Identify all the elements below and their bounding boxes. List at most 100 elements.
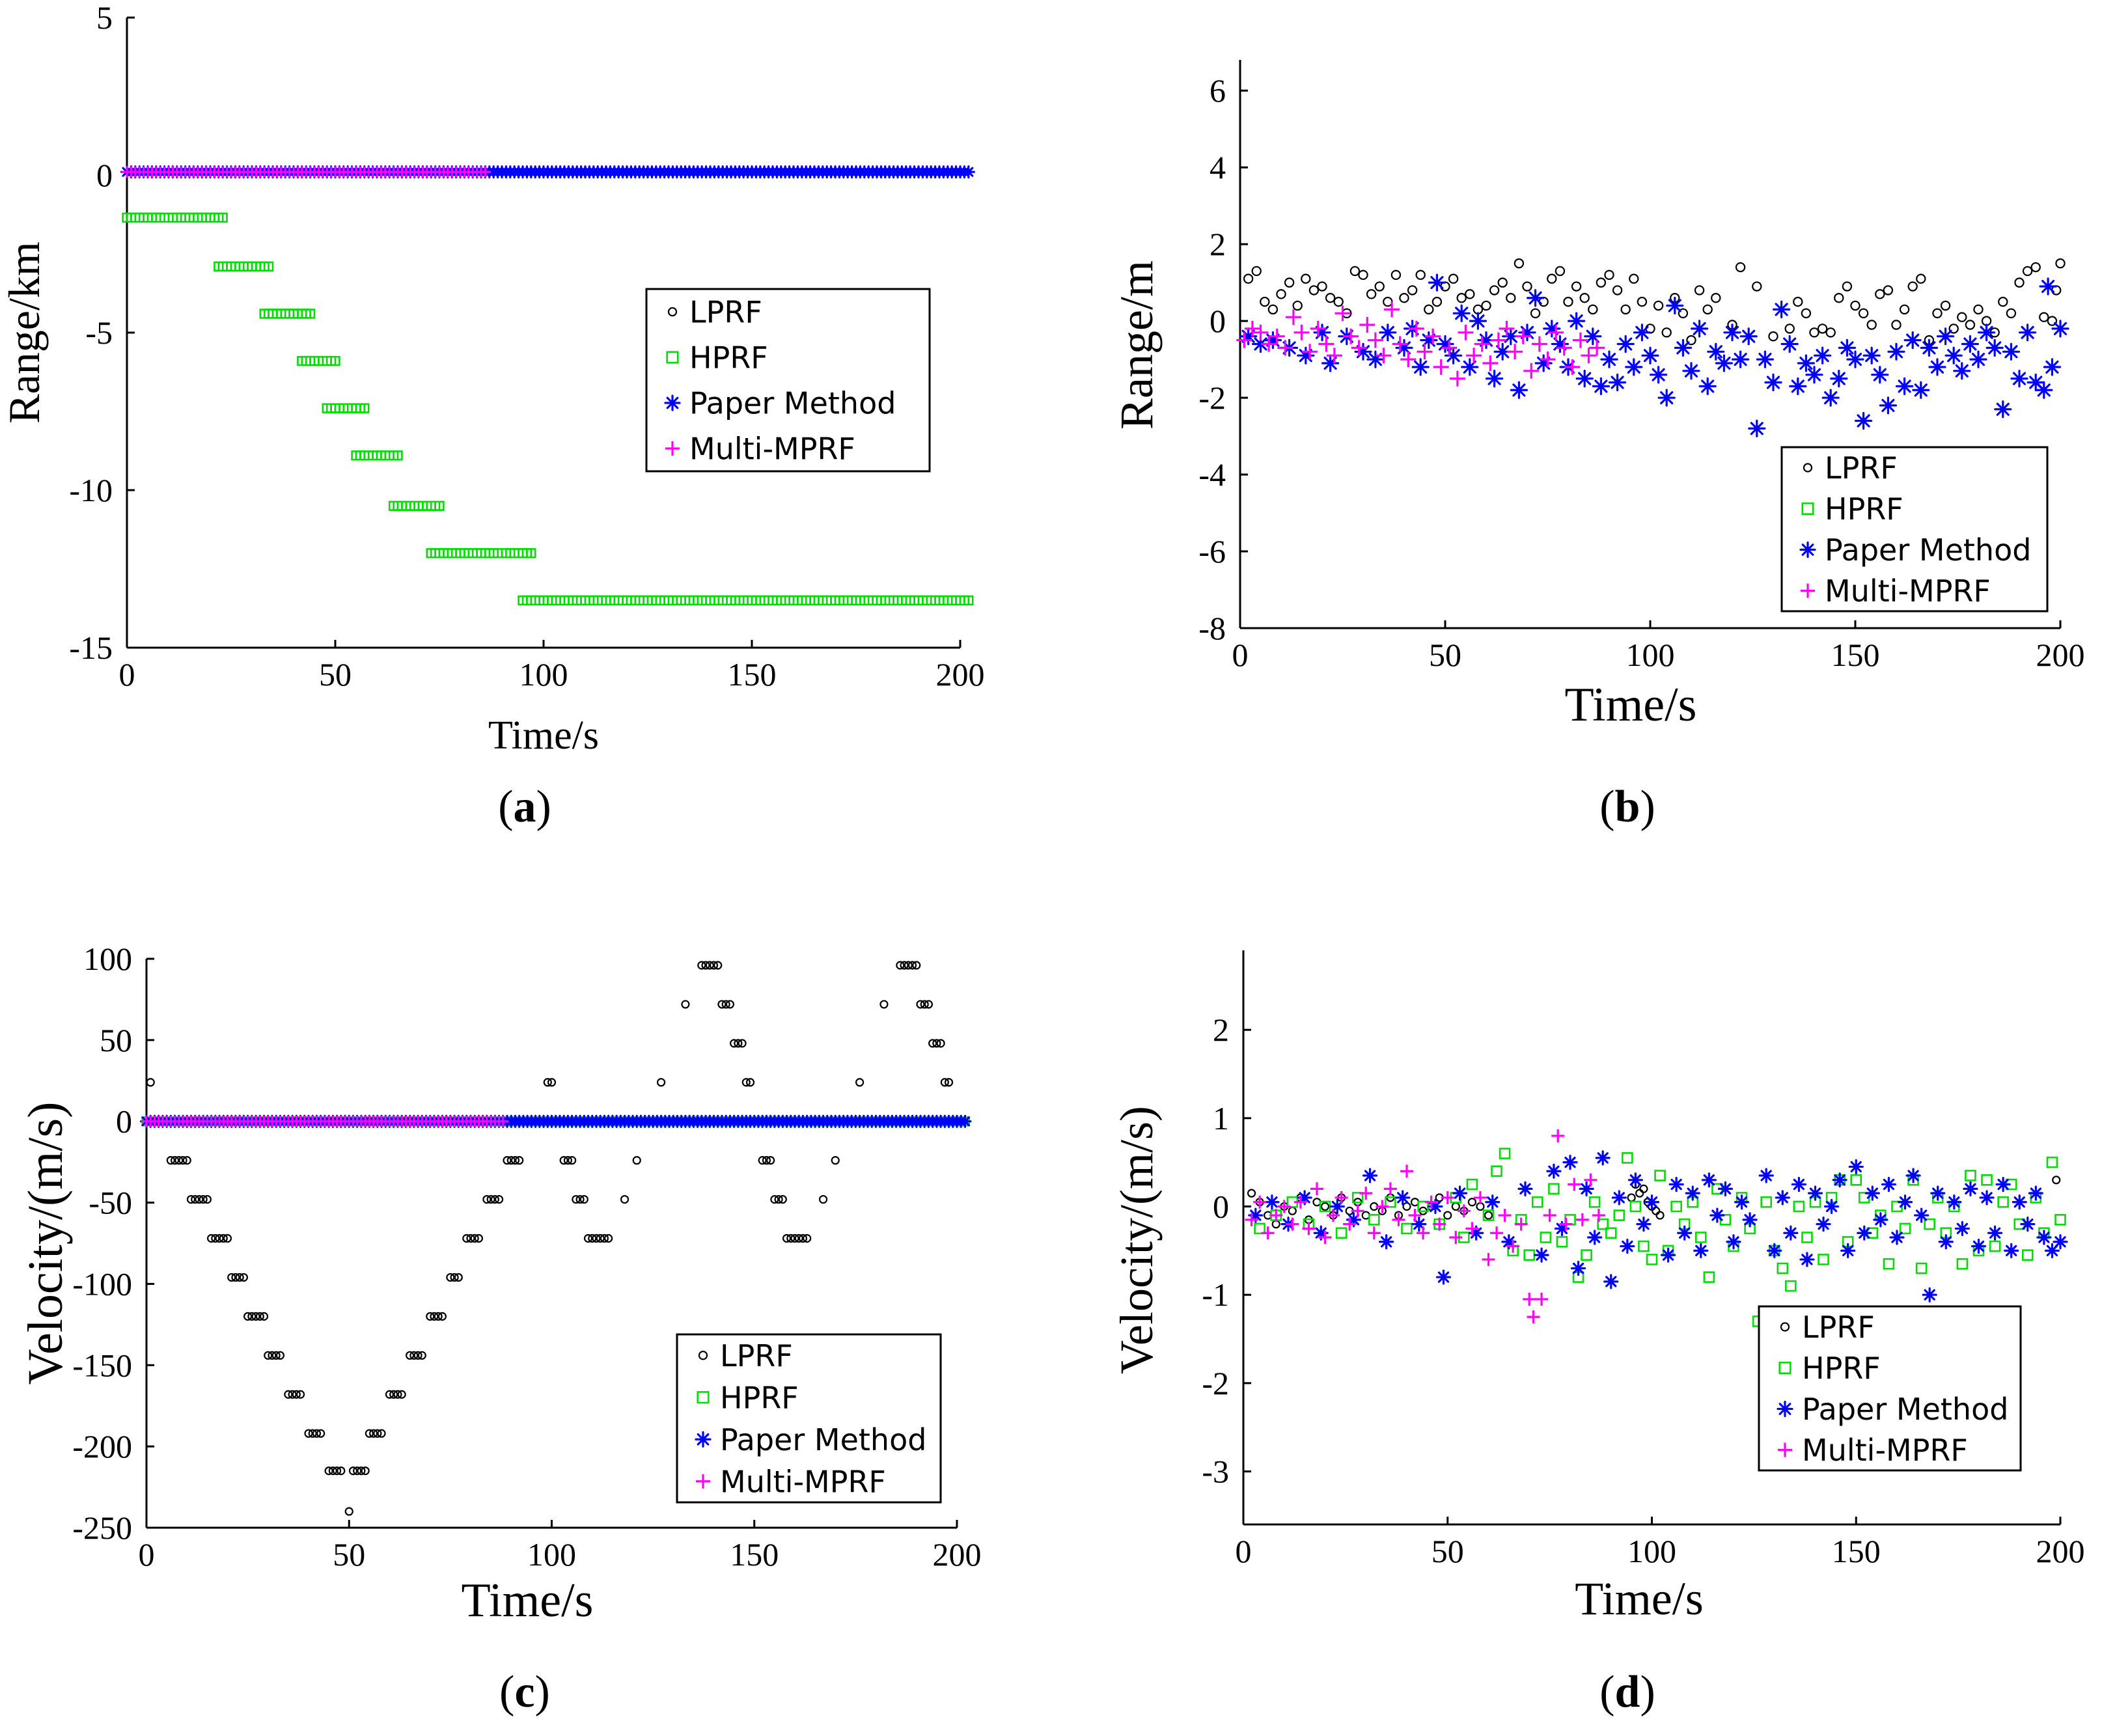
data-point-lprf (462, 1233, 471, 1243)
data-point-hprf (359, 403, 370, 413)
data-point-lprf (745, 1078, 755, 1087)
data-point-paper (1568, 312, 1586, 330)
y-tick-label: -2 (1202, 1365, 1229, 1401)
data-point-paper (1775, 1190, 1790, 1206)
data-point-lprf (337, 1467, 346, 1476)
data-point-lprf (831, 1156, 840, 1165)
data-point-paper (1707, 342, 1725, 361)
data-point-paper (1739, 327, 1758, 346)
data-point-lprf (924, 1000, 933, 1009)
data-point-hprf (2046, 1156, 2058, 1168)
data-point-paper (1709, 1207, 1725, 1223)
data-point-lprf (563, 1156, 573, 1165)
x-tick-label: 50 (1429, 637, 1461, 673)
plot-area (139, 961, 972, 1516)
panel-b: Time/s Range/m 0 50 100 150 2006420-2-4-6-8 … (1111, 60, 2085, 832)
data-point-lprf (170, 1156, 180, 1165)
data-point-paper (1636, 1217, 1652, 1232)
data-point-lprf (2052, 1176, 2061, 1185)
data-point-lprf (803, 1233, 812, 1243)
data-point-lprf (786, 1233, 795, 1243)
data-point-lprf (312, 1429, 322, 1438)
data-point-mmprf (1384, 301, 1400, 318)
data-point-lprf (944, 1078, 954, 1087)
data-point-lprf (1858, 308, 1869, 319)
data-point-hprf (434, 501, 445, 511)
legend-label-hprf: HPRF (1825, 491, 1903, 527)
data-point-paper (1297, 1190, 1312, 1206)
data-point-paper (1264, 331, 1282, 350)
data-point-lprf (709, 961, 719, 970)
data-point-mmprf (1376, 348, 1392, 364)
data-point-lprf (486, 1194, 495, 1204)
legend-item-paper: Paper Method (664, 386, 896, 421)
data-point-lprf (247, 1312, 256, 1321)
data-point-paper (1961, 335, 1979, 353)
x-tick-label: 150 (1831, 637, 1880, 673)
data-point-paper (1452, 1185, 1468, 1201)
legend-label-lprf: LPRF (720, 1338, 793, 1373)
legend-marker-lprf (1803, 463, 1813, 473)
data-point-mmprf (1584, 1173, 1597, 1187)
data-point-paper (1767, 1243, 1782, 1258)
data-point-lprf (940, 1078, 949, 1087)
legend-box (676, 1333, 942, 1504)
data-point-lprf (1451, 1202, 1460, 1211)
data-point-hprf (1956, 1258, 1969, 1270)
data-point-paper (1428, 273, 1446, 292)
data-point-hprf (1850, 1174, 1862, 1186)
data-point-lprf (2014, 277, 2025, 288)
data-point-paper (1616, 335, 1635, 353)
legend-marker-mmprf (1778, 1442, 1792, 1457)
data-point-paper (1944, 346, 1963, 365)
legend-marker-paper (695, 1431, 712, 1448)
data-point-lprf (1907, 281, 1918, 292)
data-point-lprf (296, 1390, 305, 1399)
legend: LPRF HPRF Paper Method Multi-MPRF (1758, 1305, 2022, 1472)
data-point-lprf (1694, 285, 1705, 296)
legend-marker-mmprf (665, 441, 680, 456)
x-tick-label: 200 (2036, 1533, 2085, 1569)
data-point-paper (1896, 377, 1914, 395)
data-point-lprf (308, 1429, 317, 1438)
data-point-paper (1379, 1234, 1394, 1250)
data-point-lprf (656, 1078, 666, 1087)
data-point-lprf (1866, 320, 1877, 330)
data-point-hprf (1335, 1227, 1348, 1239)
legend-symbol-hprf (697, 1391, 710, 1404)
axes: 0 50 100 150 200 6 4 2 0 -2 -4 -6 -8 (1198, 60, 2085, 673)
data-point-paper (1953, 362, 1971, 380)
data-point-lprf (430, 1312, 439, 1321)
data-point-lprf (725, 1000, 735, 1009)
data-point-paper (1554, 1220, 1570, 1237)
data-point-mmprf (1400, 351, 1417, 368)
legend-marker-paper (664, 394, 681, 411)
data-point-hprf (1466, 1178, 1478, 1191)
data-point-mmprf (1376, 1200, 1389, 1213)
data-point-paper (1452, 304, 1471, 322)
data-point-paper (1362, 1168, 1378, 1183)
data-point-paper (1551, 335, 1569, 353)
data-point-lprf (239, 1273, 248, 1282)
data-point-lprf (1467, 1198, 1476, 1207)
y-axis-label: Range/km (0, 241, 49, 424)
legend-marker-mmprf (1801, 583, 1815, 598)
legend-label-lprf: LPRF (689, 295, 762, 330)
data-point-paper (1534, 354, 1553, 372)
legend-item-paper: Paper Method (695, 1422, 926, 1457)
x-tick-label: 150 (1832, 1533, 1881, 1569)
legend-item-mmprf: Multi-MPRF (696, 1464, 886, 1499)
data-point-lprf (178, 1156, 187, 1165)
x-tick-label: 0 (1236, 1533, 1252, 1569)
data-point-lprf (446, 1273, 455, 1282)
y-axis-label: Velocity/(m/s) (18, 1102, 73, 1385)
data-point-mmprf (1252, 324, 1269, 340)
data-point-hprf (1482, 1209, 1495, 1221)
data-point-lprf (1916, 273, 1926, 284)
data-point-paper (1461, 358, 1479, 376)
series-mmprf (1236, 301, 1605, 387)
data-point-hprf (1491, 1165, 1502, 1178)
data-point-hprf (2054, 1214, 2066, 1226)
data-point-lprf (907, 961, 917, 970)
legend-label-hprf: HPRF (689, 340, 768, 376)
